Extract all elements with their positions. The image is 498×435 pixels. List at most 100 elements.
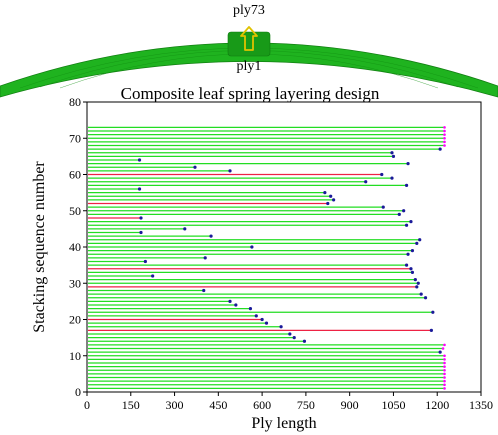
ply-end-marker bbox=[443, 144, 446, 147]
x-tick-label: 900 bbox=[341, 398, 359, 412]
ply-drop-marker bbox=[404, 183, 409, 187]
ply-drop-marker bbox=[404, 223, 409, 227]
y-tick-label: 30 bbox=[69, 276, 81, 290]
layering-chart: Composite leaf spring layering design 0 1… bbox=[31, 84, 493, 432]
ply-drop-marker bbox=[264, 321, 269, 325]
ply-drop-marker bbox=[209, 234, 213, 238]
ply-end-marker bbox=[443, 383, 446, 387]
ply-drop-marker bbox=[409, 267, 413, 271]
ply-end-marker bbox=[443, 365, 446, 368]
y-tick-label: 40 bbox=[69, 240, 81, 254]
ply-drop-marker bbox=[143, 259, 147, 264]
leaf-spring-illustration: ply73 ply1 bbox=[0, 3, 498, 98]
ply-drop-marker bbox=[203, 256, 207, 260]
ply-drop-marker bbox=[139, 216, 143, 220]
y-tick-label: 80 bbox=[69, 95, 81, 109]
x-tick-label: 1350 bbox=[469, 398, 493, 412]
ply-drop-marker bbox=[279, 325, 283, 329]
x-axis-label: Ply length bbox=[251, 415, 316, 432]
x-tick-label: 1050 bbox=[381, 398, 405, 412]
ply-end-marker bbox=[443, 354, 446, 358]
ply-end-marker bbox=[443, 126, 446, 129]
ply-end-marker bbox=[443, 343, 446, 347]
x-tick-label: 750 bbox=[297, 398, 315, 412]
ply-drop-marker bbox=[410, 270, 415, 274]
ply-drop-marker bbox=[288, 332, 292, 336]
leaf-spring-body bbox=[0, 42, 498, 98]
ply-markers bbox=[137, 126, 446, 390]
ply-end-marker bbox=[443, 372, 446, 376]
ply-end-marker bbox=[443, 387, 446, 390]
ply-drop-marker bbox=[419, 292, 423, 296]
ply-drop-marker bbox=[406, 162, 410, 166]
ply-drop-marker bbox=[151, 274, 155, 278]
ply-top-label: ply73 bbox=[233, 3, 265, 18]
ply-drop-marker bbox=[423, 296, 428, 300]
ply-bottom-label: ply1 bbox=[237, 59, 262, 74]
ply-drop-marker bbox=[429, 328, 433, 332]
ply-drop-marker bbox=[323, 191, 327, 195]
ply-drop-marker bbox=[260, 317, 264, 322]
x-tick-label: 1200 bbox=[425, 398, 449, 412]
ply-end-marker bbox=[443, 136, 446, 140]
ply-drop-marker bbox=[193, 165, 197, 169]
ply-drop-marker bbox=[380, 172, 384, 177]
x-tick-label: 150 bbox=[122, 398, 140, 412]
ply-drop-marker bbox=[415, 285, 419, 289]
chart-title: Composite leaf spring layering design bbox=[121, 84, 380, 103]
ply-drop-marker bbox=[409, 220, 413, 224]
ply-drop-marker bbox=[413, 278, 417, 282]
x-tick-label: 0 bbox=[84, 398, 90, 412]
x-tick-label: 600 bbox=[253, 398, 271, 412]
ply-drop-marker bbox=[248, 307, 253, 311]
ply-drop-marker bbox=[410, 249, 415, 253]
y-tick-label: 0 bbox=[75, 385, 81, 399]
ply-drop-marker bbox=[137, 187, 142, 191]
ply-drop-marker bbox=[391, 154, 396, 158]
y-tick-label: 10 bbox=[69, 349, 81, 363]
ply-end-marker bbox=[443, 379, 446, 383]
x-tick-label: 300 bbox=[166, 398, 184, 412]
ply-drop-marker bbox=[250, 245, 254, 249]
ply-drop-marker bbox=[302, 339, 307, 343]
ply-end-marker bbox=[443, 376, 446, 379]
ply-end-marker bbox=[443, 358, 446, 361]
ply-direction-arrow bbox=[240, 26, 258, 51]
x-tick-label: 450 bbox=[209, 398, 227, 412]
ply-drop-marker bbox=[390, 151, 394, 155]
ply-drop-marker bbox=[254, 314, 258, 318]
ply-drop-marker bbox=[415, 241, 419, 245]
y-tick-label: 60 bbox=[69, 168, 81, 182]
ply-end-marker bbox=[443, 368, 446, 372]
ply-drop-marker bbox=[431, 310, 435, 314]
ply-drop-marker bbox=[390, 176, 394, 180]
ply-drop-marker bbox=[234, 303, 238, 307]
ply-drop-marker bbox=[402, 209, 406, 213]
ply-drop-marker bbox=[329, 194, 333, 198]
ply-drop-marker bbox=[139, 230, 143, 235]
ply-drop-marker bbox=[406, 252, 410, 256]
ply-drop-marker bbox=[228, 299, 232, 303]
ply-drop-marker bbox=[202, 288, 206, 293]
leaf-spring-center-clamp bbox=[227, 31, 271, 57]
ply-end-marker bbox=[443, 361, 446, 365]
ply-drop-marker bbox=[292, 336, 296, 340]
ply-end-marker bbox=[443, 140, 446, 144]
ply-drop-marker bbox=[381, 205, 385, 209]
ply-drop-marker bbox=[326, 201, 330, 206]
y-tick-label: 70 bbox=[69, 131, 81, 145]
ply-drop-marker bbox=[438, 350, 442, 354]
y-tick-label: 20 bbox=[69, 313, 81, 327]
ply-drop-marker bbox=[404, 263, 409, 267]
ply-end-marker bbox=[443, 129, 446, 133]
ply-end-marker bbox=[443, 133, 446, 136]
ply-drop-marker bbox=[438, 147, 442, 151]
y-axis-ticks: 0 10 20 30 40 50 60 70 80 bbox=[69, 95, 87, 399]
ply-drop-marker bbox=[183, 227, 187, 231]
ply-drop-marker bbox=[397, 212, 401, 216]
y-axis-label: Stacking sequence number bbox=[31, 161, 48, 333]
ply-drop-marker bbox=[332, 198, 336, 202]
x-axis-ticks: 0 150 300 450 600 750 900 1050 1200 1350 bbox=[84, 392, 493, 412]
ply-drop-marker bbox=[137, 158, 142, 162]
ply-end-marker bbox=[441, 347, 445, 350]
